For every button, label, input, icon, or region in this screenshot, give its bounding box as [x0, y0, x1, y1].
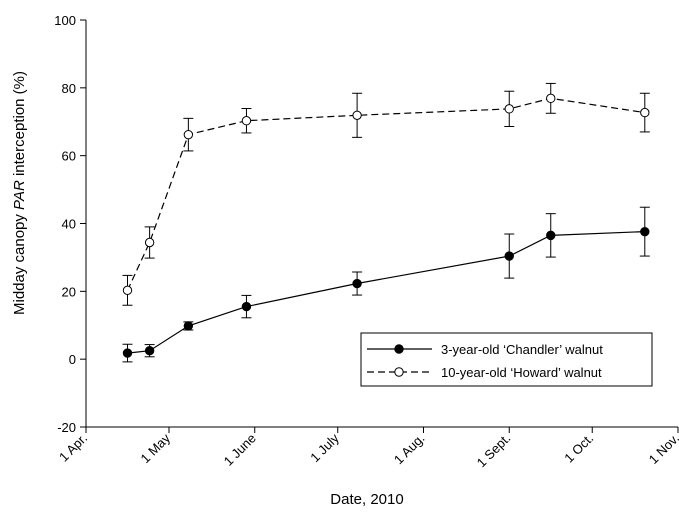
data-point — [122, 348, 133, 358]
x-tick-label: 1 Apr. — [56, 431, 90, 465]
data-point — [144, 345, 155, 356]
y-axis: -20 0 20 40 60 80 100 — [54, 13, 86, 435]
series-line — [127, 231, 645, 354]
data-point — [352, 110, 362, 121]
x-axis-title: Date, 2010 — [330, 491, 403, 508]
y-tick-label: -20 — [57, 420, 76, 435]
legend-label-chandler: 3-year-old ‘Chandler’ walnut — [441, 342, 603, 357]
x-tick-label: 1 Sept. — [474, 431, 514, 471]
data-point — [241, 301, 252, 312]
y-axis-title-part-1: Midday canopy — [11, 210, 28, 315]
y-tick-label: 80 — [62, 81, 76, 96]
y-axis-title: Midday canopy PAR interception (%) — [11, 71, 28, 315]
data-point — [144, 237, 155, 248]
y-axis-title-par: PAR — [11, 180, 28, 210]
y-tick-label: 60 — [62, 149, 76, 164]
legend-marker-howard — [394, 367, 404, 377]
data-point — [352, 278, 362, 289]
series-howard — [122, 82, 650, 306]
data-point — [241, 116, 252, 126]
x-tick-label: 1 Nov. — [646, 431, 679, 467]
data-point — [504, 251, 514, 261]
x-tick-label: 1 July — [307, 430, 342, 465]
y-tick-label: 40 — [62, 217, 76, 232]
x-tick-label: 1 June — [221, 431, 259, 469]
legend-box — [360, 332, 653, 387]
y-tick-label: 100 — [54, 13, 76, 28]
x-tick-label: 1 Oct. — [561, 431, 596, 466]
data-point — [640, 107, 650, 118]
y-axis-title-part-3: interception (%) — [11, 71, 28, 180]
legend-marker-chandler — [394, 344, 404, 354]
data-point — [640, 226, 650, 237]
legend-label-howard: 10-year-old ‘Howard’ walnut — [441, 365, 602, 380]
data-point — [546, 230, 556, 241]
data-point — [546, 93, 556, 104]
data-point — [183, 129, 194, 140]
data-point — [122, 285, 133, 296]
series-line — [126, 97, 645, 291]
data-point — [183, 321, 194, 331]
legend: 3-year-old ‘Chandler’ walnut 10-year-old… — [360, 332, 653, 387]
series-layer — [122, 82, 650, 363]
data-point — [504, 104, 514, 114]
y-tick-label: 0 — [69, 352, 76, 367]
x-tick-label: 1 Aug. — [391, 431, 428, 468]
x-axis: 1 Apr. 1 May 1 June 1 July 1 Aug. 1 Sept. 1 Oc… — [56, 427, 679, 470]
x-tick-label: 1 May — [137, 430, 173, 466]
series-chandler — [122, 206, 650, 363]
y-tick-label: 20 — [62, 284, 76, 299]
